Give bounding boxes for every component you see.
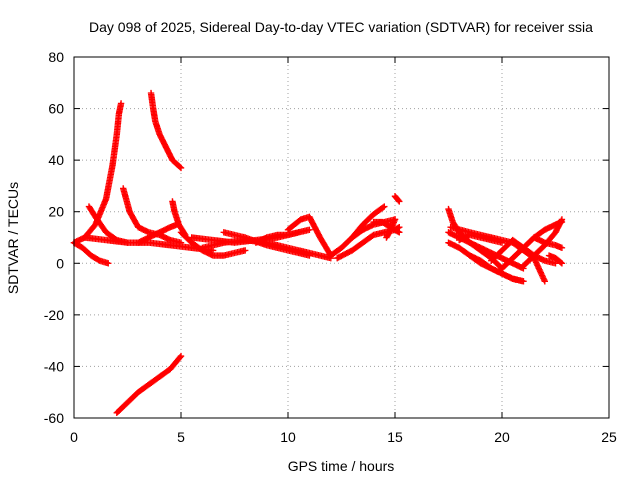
series-track-14 bbox=[252, 226, 313, 246]
x-tick-label-20: 20 bbox=[494, 429, 510, 445]
data-point bbox=[558, 260, 566, 267]
data-point bbox=[498, 239, 506, 246]
series-track-02 bbox=[70, 239, 112, 267]
data-point bbox=[557, 259, 565, 266]
series-track-26 bbox=[456, 231, 506, 246]
series-track-15 bbox=[284, 213, 334, 259]
x-tick-label-15: 15 bbox=[387, 429, 403, 445]
plot-frame bbox=[73, 56, 610, 419]
data-points bbox=[70, 89, 566, 417]
data-point bbox=[306, 252, 313, 259]
series-track-13 bbox=[220, 229, 313, 259]
series-track-09 bbox=[135, 221, 180, 246]
data-point bbox=[306, 226, 313, 233]
series-track-20 bbox=[383, 216, 399, 241]
x-tick-label-0: 0 bbox=[70, 429, 78, 445]
chart-title: Day 098 of 2025, Sidereal Day-to-day VTE… bbox=[89, 19, 593, 35]
y-axis-label: SDTVAR / TECUs bbox=[5, 182, 21, 294]
series-track-01 bbox=[70, 100, 125, 246]
series-track-06 bbox=[113, 352, 185, 417]
series-track-32 bbox=[545, 252, 566, 267]
y-tick-label-40: 40 bbox=[48, 152, 64, 168]
y-tick-label--60: -60 bbox=[44, 410, 64, 426]
data-point bbox=[177, 164, 185, 172]
data-point bbox=[558, 244, 566, 252]
x-tick-label-10: 10 bbox=[280, 429, 296, 445]
data-point bbox=[381, 203, 388, 210]
data-point bbox=[105, 260, 112, 267]
series-track-31 bbox=[530, 234, 566, 252]
data-point bbox=[176, 163, 184, 171]
series-track-17 bbox=[334, 223, 403, 262]
x-tick-label-5: 5 bbox=[177, 429, 185, 445]
data-point bbox=[242, 247, 249, 254]
data-point bbox=[396, 198, 403, 205]
y-tick-label--20: -20 bbox=[44, 307, 64, 323]
data-point bbox=[379, 204, 387, 211]
data-point bbox=[177, 352, 185, 360]
x-tick-label-25: 25 bbox=[601, 429, 617, 445]
y-tick-label--40: -40 bbox=[44, 358, 64, 374]
axis-ticks: 0 5 10 15 20 25 -60 -40 -20 0 20 40 60 80 bbox=[44, 49, 617, 445]
x-axis-label: GPS time / hours bbox=[288, 458, 395, 474]
y-tick-label-80: 80 bbox=[48, 49, 64, 65]
y-tick-label-20: 20 bbox=[48, 204, 64, 220]
series-track-27 bbox=[466, 252, 527, 285]
data-point bbox=[520, 278, 527, 285]
data-point bbox=[391, 216, 399, 223]
data-point bbox=[541, 278, 548, 285]
series-track-19 bbox=[370, 218, 403, 236]
y-tick-label-60: 60 bbox=[48, 101, 64, 117]
data-point bbox=[395, 197, 402, 204]
data-point bbox=[558, 216, 566, 223]
y-tick-label-0: 0 bbox=[56, 255, 64, 271]
data-point bbox=[173, 221, 180, 228]
data-point bbox=[176, 354, 184, 361]
series-track-04 bbox=[120, 185, 185, 246]
series-track-21 bbox=[391, 193, 403, 205]
series-track-05 bbox=[147, 89, 185, 172]
data-point bbox=[396, 229, 403, 236]
data-point bbox=[117, 100, 125, 107]
